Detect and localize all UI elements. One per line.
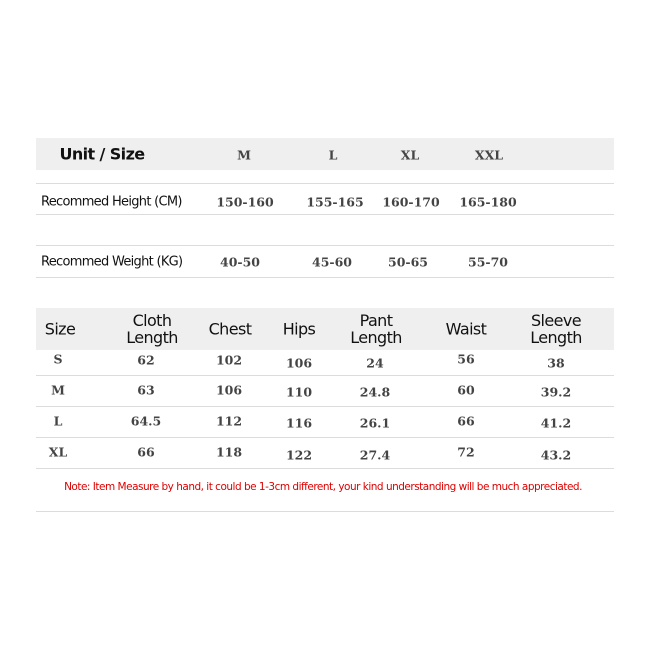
- column-header-text: Waist: [445, 319, 487, 339]
- row-divider: [36, 277, 614, 278]
- row-divider: [36, 183, 614, 184]
- row-divider: [36, 375, 614, 376]
- cell-value: 106: [285, 355, 313, 371]
- row-value: 40-50: [220, 254, 260, 270]
- row-divider: [36, 437, 614, 438]
- bottom-divider: [36, 511, 614, 512]
- column-header-text: Hips: [282, 319, 316, 339]
- column-header: Hips: [283, 321, 316, 338]
- column-header-text: Chest: [208, 319, 252, 339]
- size-header: L: [328, 147, 338, 163]
- row-value: 150-160: [216, 194, 274, 210]
- cell-value: 24: [366, 355, 384, 371]
- cell-value: 66: [457, 413, 475, 429]
- row-divider: [36, 406, 614, 407]
- column-header: Size: [44, 319, 76, 339]
- cell-value: 118: [215, 444, 243, 460]
- cell-value: 39.2: [540, 384, 572, 400]
- column-header-text: Sleeve: [530, 311, 582, 330]
- measure-header-band: [36, 308, 614, 350]
- size-header: XL: [400, 147, 420, 163]
- cell-value: 102: [215, 352, 243, 368]
- row-value: 165-180: [459, 194, 517, 210]
- row-divider: [36, 245, 614, 246]
- cell-value: S: [53, 351, 63, 367]
- cell-value: 122: [285, 447, 313, 463]
- cell-value: 60: [457, 382, 475, 398]
- cell-value: 56: [457, 351, 475, 367]
- cell-value: 38: [547, 355, 565, 371]
- cell-value: 27.4: [359, 447, 391, 463]
- column-header-text: Length: [530, 328, 582, 347]
- column-header-text: Pant: [359, 311, 393, 330]
- unit-size-header: Unit / Size: [59, 144, 145, 164]
- cell-value: XL: [48, 444, 68, 460]
- column-header-text: Cloth: [132, 311, 172, 330]
- cell-value: 24.8: [359, 384, 391, 400]
- cell-value: 116: [285, 415, 313, 431]
- column-header-text: Length: [350, 328, 402, 347]
- size-header: M: [237, 147, 251, 163]
- column-header: Pant Length: [350, 312, 402, 346]
- cell-value: M: [51, 382, 65, 398]
- row-value: 155-165: [306, 194, 364, 210]
- recommend-header-band: [36, 138, 614, 170]
- row-value: 50-65: [388, 254, 428, 270]
- cell-value: 64.5: [130, 413, 162, 429]
- cell-value: 62: [137, 352, 155, 368]
- column-header: Sleeve Length: [530, 312, 582, 346]
- row-divider: [36, 214, 614, 215]
- column-header: Chest: [209, 321, 252, 338]
- row-label: Recommed Weight (KG): [41, 254, 183, 270]
- measurement-note: Note: Item Measure by hand, it could be …: [64, 481, 582, 493]
- row-label: Recommed Height (CM): [41, 194, 183, 210]
- row-value: 55-70: [468, 254, 508, 270]
- cell-value: 66: [137, 444, 155, 460]
- column-header: Cloth Length: [126, 312, 178, 346]
- row-divider: [36, 468, 614, 469]
- column-header: Waist: [446, 321, 487, 338]
- cell-value: 26.1: [359, 415, 391, 431]
- cell-value: L: [53, 413, 63, 429]
- cell-value: 110: [285, 384, 313, 400]
- row-value: 160-170: [382, 194, 440, 210]
- cell-value: 112: [215, 413, 243, 429]
- cell-value: 72: [457, 444, 475, 460]
- size-header: XXL: [474, 147, 504, 163]
- row-value: 45-60: [312, 254, 352, 270]
- cell-value: 63: [137, 382, 155, 398]
- cell-value: 41.2: [540, 415, 572, 431]
- cell-value: 106: [215, 382, 243, 398]
- column-header-text: Size: [44, 319, 76, 339]
- column-header-text: Length: [126, 328, 178, 347]
- cell-value: 43.2: [540, 447, 572, 463]
